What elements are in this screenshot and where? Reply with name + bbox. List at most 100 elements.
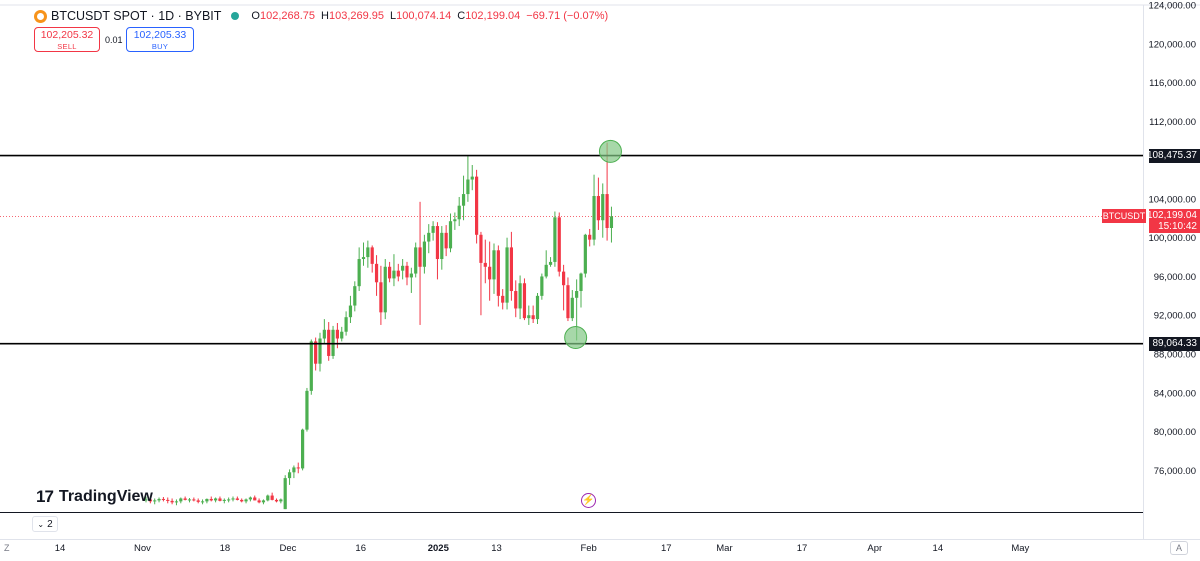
y-tick-label: 124,000.00 [1148, 1, 1196, 12]
candle-body [453, 219, 457, 222]
candle-body [153, 500, 157, 502]
candle-body [379, 282, 383, 313]
candle-body [496, 250, 500, 296]
candle-body [257, 500, 261, 503]
candle-body [570, 297, 574, 319]
candle-body [270, 495, 274, 500]
x-tick-label: 13 [491, 543, 502, 554]
candle-body [231, 498, 235, 500]
candle-body [514, 291, 518, 309]
x-tick-label: 14 [55, 543, 66, 554]
buy-label: BUY [151, 42, 169, 51]
candle-body [435, 226, 440, 260]
candle-body [327, 329, 331, 356]
x-tick-label: 2025 [428, 543, 450, 554]
ohlc-open: O102,268.75 [251, 10, 316, 22]
highlight-circle [598, 139, 622, 163]
buy-button[interactable]: 102,205.33 BUY [126, 27, 194, 52]
candle-body [605, 194, 609, 228]
candle-body [609, 216, 614, 228]
candle-body [222, 499, 226, 501]
symbol-price-tag: BTCUSDT [1102, 209, 1146, 224]
candle-body [548, 261, 553, 265]
y-tick-label: 104,000.00 [1148, 194, 1196, 205]
candle-body [592, 196, 596, 240]
candle-body [431, 226, 435, 233]
candle-body [448, 221, 453, 249]
candle-body [218, 498, 222, 501]
candle-body [374, 263, 379, 283]
candle-body [279, 499, 283, 502]
candle-body [200, 501, 205, 503]
candle-body [475, 176, 479, 235]
x-tick-label: 16 [355, 543, 366, 554]
candle-body [179, 498, 183, 502]
candle-body [596, 196, 600, 221]
y-tick-label: 76,000.00 [1154, 466, 1196, 477]
candle-body [283, 478, 287, 510]
candle-body [148, 499, 152, 502]
timezone-toggle[interactable]: Z [4, 543, 10, 553]
candle-body [353, 286, 357, 306]
candle-body [335, 329, 339, 339]
candle-body [357, 259, 361, 287]
candle-body [361, 257, 366, 260]
y-tick-label: 120,000.00 [1148, 39, 1196, 50]
pane-expand-button[interactable]: ⌄ 2 [32, 516, 58, 532]
sell-button[interactable]: 102,205.32 SELL [34, 27, 100, 52]
candle-body [575, 291, 579, 298]
candle-body [244, 499, 248, 502]
candle-body [488, 266, 492, 280]
symbol-title[interactable]: BTCUSDT SPOT · 1D · BYBIT [51, 9, 222, 23]
candle-body [240, 499, 244, 502]
candle-body [261, 500, 266, 503]
candle-body [340, 331, 344, 339]
candle-body [440, 232, 444, 260]
candle-body [544, 264, 548, 277]
candle-body [214, 498, 218, 501]
chart-legend: BTCUSDT SPOT · 1D · BYBIT O102,268.75 H1… [0, 0, 1140, 56]
y-tick-label: 88,000.00 [1154, 350, 1196, 361]
x-tick-label: May [1011, 543, 1029, 554]
tradingview-logo[interactable]: 17 TradingView [36, 487, 153, 507]
candle-body [518, 283, 522, 309]
candle-body [470, 176, 474, 180]
candle-body [266, 495, 270, 501]
candle-body [422, 241, 426, 267]
candle-body [531, 315, 535, 320]
ohlc-high: H103,269.95 [321, 10, 385, 22]
candle-body [161, 498, 165, 500]
candle-body [227, 499, 231, 501]
candle-body [253, 497, 257, 501]
candle-body [348, 305, 353, 318]
x-tick-label: Apr [867, 543, 882, 554]
candle-body [170, 500, 174, 503]
candle-body [383, 266, 387, 313]
candle-body [562, 271, 566, 286]
candle-body [409, 273, 413, 278]
y-tick-label: 112,000.00 [1149, 117, 1196, 128]
candle-body [418, 247, 422, 267]
candle-body [509, 247, 513, 292]
auto-scale-toggle[interactable]: A [1170, 541, 1188, 555]
sell-label: SELL [57, 42, 77, 51]
ohlc-values: O102,268.75 H103,269.95 L100,074.14 C102… [251, 10, 608, 22]
candle-body [344, 317, 348, 332]
x-tick-label: 14 [933, 543, 944, 554]
x-tick-label: 17 [797, 543, 808, 554]
x-tick-label: Dec [279, 543, 296, 554]
candle-body [405, 265, 409, 278]
candle-body [157, 498, 161, 501]
candle-body [522, 283, 527, 319]
candle-body [444, 232, 448, 249]
bar-countdown: 15:10:42 [1158, 221, 1197, 233]
candle-body [457, 205, 461, 220]
candle-body [479, 234, 483, 263]
candle-body [370, 247, 374, 264]
candle-body [492, 250, 496, 280]
lightning-event-icon[interactable]: ⚡ [581, 493, 596, 508]
tradingview-mark-icon: 17 [36, 487, 54, 506]
y-tick-label: 92,000.00 [1154, 311, 1196, 322]
